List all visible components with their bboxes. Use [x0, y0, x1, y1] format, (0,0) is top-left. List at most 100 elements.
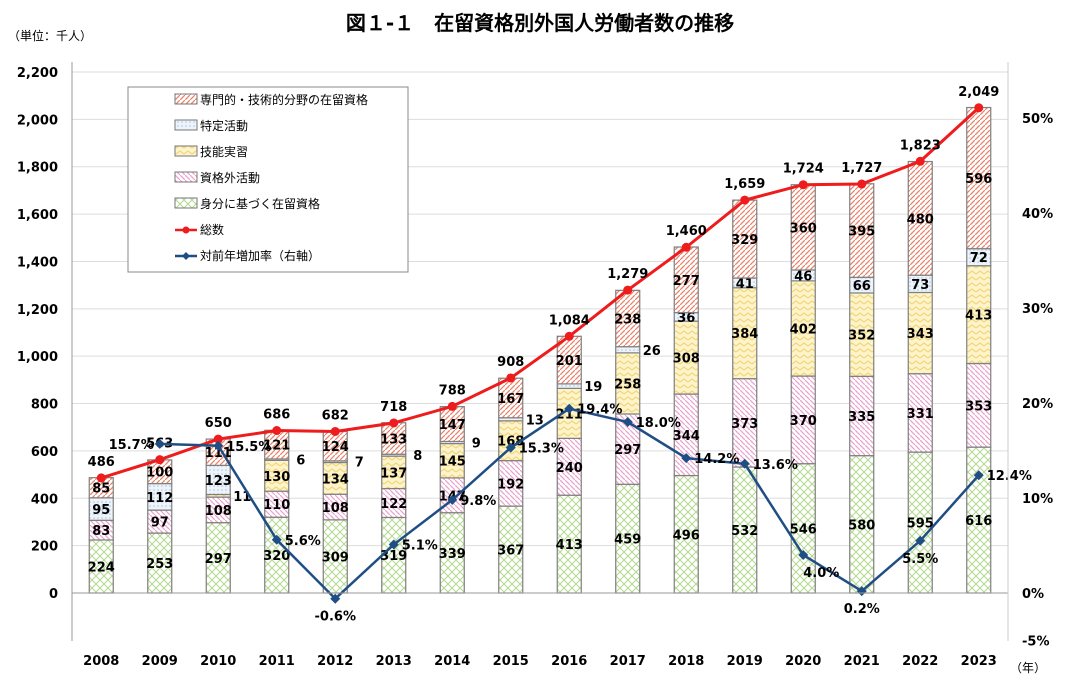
bar-data-label: 319 — [380, 549, 407, 564]
x-tick-label: 2014 — [434, 654, 470, 669]
growth-data-label: 14.2% — [694, 452, 739, 467]
y-tick-label: 1,400 — [17, 255, 58, 270]
growth-point — [681, 453, 692, 464]
x-tick-label: 2016 — [551, 654, 587, 669]
bar-segment — [790, 375, 816, 465]
total-point — [857, 179, 867, 189]
y-tick-label: 800 — [31, 398, 58, 413]
total-point — [681, 242, 691, 252]
bar-segment — [907, 160, 933, 276]
total-data-label: 1,659 — [724, 177, 765, 192]
bar-segment — [907, 373, 933, 453]
bar-segment — [849, 292, 875, 377]
bar-segment — [556, 437, 582, 496]
bar-data-label: 145 — [439, 455, 466, 470]
growth-point — [739, 458, 750, 469]
total-data-label: 1,823 — [900, 138, 941, 153]
x-tick-label: 2011 — [259, 654, 295, 669]
legend-box — [127, 86, 409, 273]
bar-segment — [966, 106, 992, 250]
bar-segment — [322, 430, 348, 462]
bar-data-label: 343 — [907, 327, 934, 342]
bar-data-label: 11 — [233, 490, 251, 505]
total-point — [564, 331, 574, 341]
growth-point — [856, 586, 867, 597]
bar-data-label: 6 — [296, 454, 305, 469]
bar-segment — [673, 320, 699, 395]
bar-data-label: 331 — [907, 407, 934, 422]
bar-data-label: 137 — [380, 466, 407, 481]
bar-data-label: 133 — [380, 432, 407, 447]
legend-label: 特定活動 — [200, 118, 248, 133]
bar-data-label: 7 — [355, 456, 364, 471]
growth-data-label: 19.4% — [577, 403, 622, 418]
bar-data-label: 100 — [146, 466, 173, 481]
bar-segment — [381, 487, 407, 519]
y-tick-label: 600 — [31, 445, 58, 460]
bar-segment — [790, 280, 816, 377]
total-point — [740, 195, 750, 205]
total-data-label: 686 — [263, 408, 290, 423]
bar-data-label: 616 — [965, 514, 992, 529]
legend-swatch — [174, 119, 198, 131]
bar-segment — [615, 352, 641, 415]
bar-segment — [264, 516, 290, 594]
unit-label: （単位：千人） — [8, 28, 92, 43]
legend-label: 専門的・技術的分野の在留資格 — [200, 92, 368, 107]
legend-swatch — [174, 171, 198, 183]
bar-data-label: 8 — [413, 449, 422, 464]
bar-segment — [498, 460, 524, 507]
bar-segment — [439, 442, 465, 479]
legend-marker — [182, 252, 190, 260]
bar-segment — [732, 199, 758, 279]
bar-data-label: 167 — [497, 392, 524, 407]
bar-data-label: 36 — [677, 311, 695, 326]
bar-segment — [556, 494, 582, 594]
bar-data-label: 596 — [965, 172, 992, 187]
bar-segment — [732, 466, 758, 594]
total-point — [974, 103, 984, 113]
bar-data-label: 110 — [263, 498, 290, 513]
bar-data-label: 224 — [88, 560, 115, 575]
y2-tick-label: 50% — [1022, 112, 1053, 127]
bar-data-label: 413 — [965, 309, 992, 324]
total-point — [447, 401, 457, 411]
growth-point — [505, 442, 516, 453]
bar-segment — [205, 496, 231, 524]
bar-data-label: 395 — [848, 225, 875, 240]
bar-data-label: 66 — [853, 279, 871, 294]
bar-data-label: 253 — [146, 557, 173, 572]
y-tick-label: 1,200 — [17, 303, 58, 318]
bar-segment — [439, 512, 465, 594]
x-tick-label: 2008 — [83, 654, 119, 669]
total-point — [272, 426, 282, 436]
bar-segment — [790, 463, 816, 594]
x-tick-label: 2009 — [142, 654, 178, 669]
bar-data-label: 459 — [614, 533, 641, 548]
growth-data-label: 9.8% — [460, 494, 496, 509]
legend: 専門的・技術的分野の在留資格特定活動技能実習資格外活動身分に基づく在留資格総数対… — [127, 86, 409, 273]
bar-data-label: 258 — [614, 377, 641, 392]
bar-segment — [615, 346, 641, 354]
bar-data-label: 297 — [205, 552, 232, 567]
bar-data-label: 297 — [614, 443, 641, 458]
bar-data-label: 546 — [790, 522, 817, 537]
bar-data-label: 13 — [526, 413, 544, 428]
y2-tick-label: 10% — [1022, 492, 1053, 507]
y-tick-label: 1,000 — [17, 350, 58, 365]
bar-data-label: 370 — [790, 414, 817, 429]
total-data-label: 486 — [88, 455, 115, 470]
growth-point — [973, 470, 984, 481]
bar-segment — [439, 406, 465, 443]
bar-data-label: 85 — [92, 482, 110, 497]
bar-data-label: 26 — [643, 344, 661, 359]
bar-segment — [673, 474, 699, 594]
growth-data-label: 4.0% — [803, 566, 839, 581]
bar-data-label: 309 — [322, 550, 349, 565]
bar-segment — [498, 377, 524, 419]
growth-point — [622, 417, 633, 427]
total-point — [915, 156, 925, 166]
bar-data-label: 480 — [907, 212, 934, 227]
bar-segment — [556, 383, 582, 389]
bar-data-label: 308 — [673, 352, 700, 367]
